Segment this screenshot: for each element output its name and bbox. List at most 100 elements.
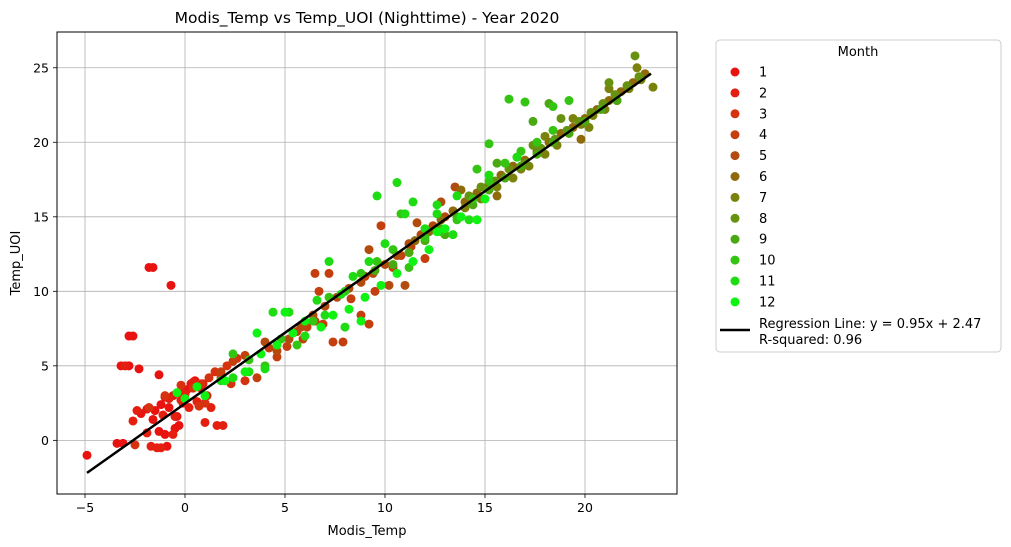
data-point	[156, 443, 166, 453]
data-point	[132, 406, 142, 416]
data-point	[134, 364, 144, 374]
legend-marker	[730, 151, 740, 161]
data-point	[388, 259, 398, 269]
data-point	[424, 245, 434, 255]
data-point	[432, 200, 442, 210]
data-point	[364, 257, 374, 267]
data-point	[252, 373, 262, 383]
legend-marker	[730, 67, 740, 77]
data-point	[356, 268, 366, 278]
data-point	[476, 182, 486, 192]
data-point	[340, 322, 350, 332]
data-point	[292, 340, 302, 350]
data-point	[170, 412, 180, 422]
data-point	[440, 224, 450, 234]
legend-label: 8	[759, 212, 767, 227]
legend-marker	[730, 276, 740, 286]
data-point	[376, 221, 386, 231]
data-point	[532, 137, 542, 147]
data-point	[484, 139, 494, 149]
series-month-11	[216, 152, 522, 386]
data-point	[412, 218, 422, 228]
data-point	[228, 349, 238, 359]
data-point	[240, 376, 250, 386]
legend-marker	[730, 88, 740, 98]
data-point	[464, 215, 474, 225]
data-point	[392, 268, 402, 278]
data-point	[310, 268, 320, 278]
data-point	[328, 337, 338, 347]
data-point	[528, 116, 538, 126]
data-point	[404, 248, 414, 258]
data-point	[144, 403, 154, 413]
legend-label: 2	[759, 86, 767, 101]
data-point	[194, 401, 204, 411]
data-point	[576, 134, 586, 144]
data-point	[548, 102, 558, 112]
data-point	[356, 316, 366, 326]
legend-box	[715, 39, 1002, 353]
x-axis-label: Modis_Temp	[328, 524, 407, 539]
data-point	[380, 239, 390, 249]
data-point	[508, 173, 518, 183]
data-point	[160, 391, 170, 401]
data-point	[512, 152, 522, 162]
data-point	[282, 341, 292, 351]
legend-marker	[730, 192, 740, 202]
data-point	[364, 319, 374, 329]
data-point	[204, 373, 214, 383]
data-point	[308, 316, 318, 326]
data-point	[160, 429, 170, 439]
legend-marker	[730, 172, 740, 181]
data-point	[164, 403, 174, 413]
data-point	[166, 280, 176, 290]
data-point	[400, 280, 410, 290]
data-point	[156, 400, 166, 410]
data-point	[604, 78, 614, 88]
data-point	[432, 209, 442, 219]
data-point	[312, 295, 322, 305]
x-tick-label: 0	[181, 500, 189, 515]
data-point	[120, 361, 130, 371]
data-point	[432, 227, 442, 237]
legend-label: 3	[759, 107, 767, 122]
data-point	[344, 304, 354, 314]
data-point	[240, 367, 250, 377]
data-point	[492, 191, 502, 201]
data-point	[176, 380, 186, 390]
plot-frame	[56, 31, 678, 495]
series-month-2	[120, 361, 228, 453]
legend-marker	[730, 130, 740, 140]
data-point	[346, 294, 356, 304]
data-point	[252, 328, 262, 338]
data-point	[448, 230, 458, 240]
data-points	[82, 51, 658, 460]
y-tick-label: 15	[33, 209, 49, 224]
data-point	[324, 257, 334, 267]
data-point	[200, 417, 210, 427]
data-point	[388, 245, 398, 255]
legend-marker	[730, 234, 740, 244]
data-point	[148, 262, 158, 272]
legend-marker	[730, 213, 740, 223]
regression-line-group	[86, 72, 652, 474]
data-point	[280, 307, 290, 317]
data-point	[192, 382, 202, 392]
y-tick-label: 0	[41, 433, 49, 448]
data-point	[504, 94, 514, 104]
x-tick-label: −5	[76, 500, 94, 515]
legend-marker	[730, 297, 740, 307]
data-point	[540, 131, 550, 141]
data-point	[548, 125, 558, 135]
data-point	[648, 82, 658, 92]
data-point	[174, 420, 184, 430]
data-point	[372, 191, 382, 201]
data-point	[320, 310, 330, 320]
y-tick-label: 25	[33, 60, 49, 75]
data-point	[338, 337, 348, 347]
data-point	[408, 257, 418, 267]
data-point	[228, 356, 238, 366]
data-point	[324, 268, 334, 278]
x-tick-label: 15	[477, 500, 493, 515]
data-point	[328, 310, 338, 320]
